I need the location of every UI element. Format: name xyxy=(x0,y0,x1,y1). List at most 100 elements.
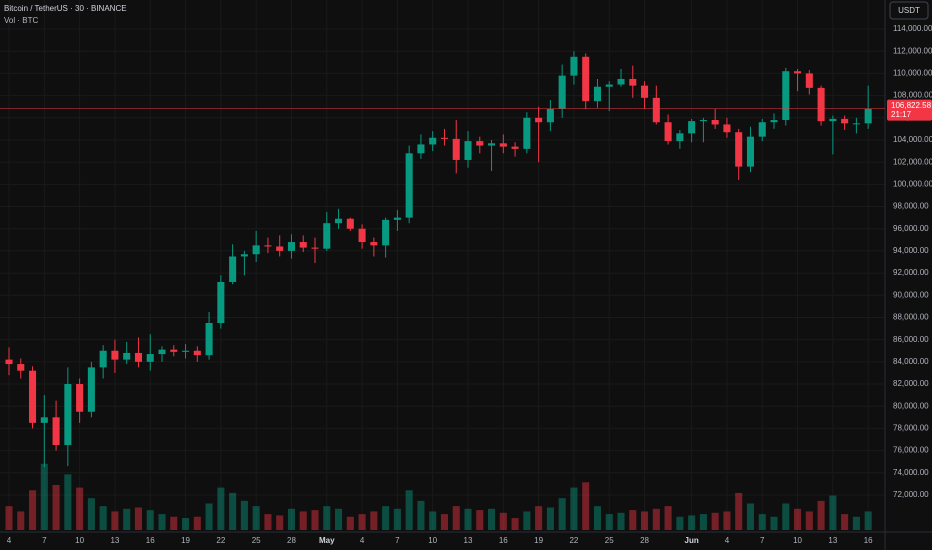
y-tick-label: 92,000.00 xyxy=(893,268,929,277)
volume-bar xyxy=(335,508,343,530)
x-tick-label: 19 xyxy=(181,536,190,545)
volume-bar xyxy=(146,510,154,530)
volume-bar xyxy=(829,495,837,530)
volume-bar xyxy=(405,490,413,530)
candle-body xyxy=(170,349,178,352)
candle-body xyxy=(17,364,25,371)
candle-body xyxy=(499,143,507,147)
candle-body xyxy=(346,218,354,229)
candle-body xyxy=(511,146,519,149)
candle-body xyxy=(276,246,284,251)
volume-bar xyxy=(123,508,131,530)
volume-bar xyxy=(40,463,48,530)
volume-bar xyxy=(476,510,484,530)
candle-body xyxy=(40,417,48,423)
y-tick-label: 76,000.00 xyxy=(893,446,929,455)
volume-bar xyxy=(323,506,331,530)
candle-body xyxy=(193,350,201,356)
volume-bar xyxy=(205,503,213,530)
volume-bar xyxy=(358,514,366,530)
volume-bar xyxy=(370,511,378,530)
x-tick-label: 16 xyxy=(499,536,508,545)
y-tick-label: 80,000.00 xyxy=(893,401,929,410)
volume-bar xyxy=(593,506,602,530)
volume-bar xyxy=(393,508,401,530)
candle-body xyxy=(417,144,425,154)
candle-body xyxy=(629,78,637,86)
x-tick-label: 7 xyxy=(395,536,400,545)
volume-bar xyxy=(711,512,719,530)
volume-bar xyxy=(158,514,166,530)
volume-bar xyxy=(17,511,25,530)
volume-bar xyxy=(287,508,295,530)
volume-bar xyxy=(29,490,37,530)
candle-body xyxy=(205,323,213,356)
candle-body xyxy=(29,370,37,423)
x-tick-label: 7 xyxy=(760,536,765,545)
axes: 72,000.00 74,000.00 76,000.00 78,000.00 80,0… xyxy=(0,24,932,545)
candle-body xyxy=(488,143,496,146)
volume-bar xyxy=(76,487,84,530)
volume-bar xyxy=(817,500,825,530)
volume-bar xyxy=(535,506,543,530)
volume-bar xyxy=(182,518,190,530)
candle-body xyxy=(429,137,437,145)
y-tick-label: 86,000.00 xyxy=(893,335,929,344)
candle-body xyxy=(382,219,390,246)
y-tick-label: 90,000.00 xyxy=(893,290,929,299)
y-tick-label: 96,000.00 xyxy=(893,224,929,233)
y-tick-label: 78,000.00 xyxy=(893,424,929,433)
x-tick-label: 13 xyxy=(464,536,473,545)
candle-body xyxy=(699,120,707,122)
x-tick-label: 16 xyxy=(864,536,873,545)
candle-body xyxy=(287,242,295,251)
candle-body xyxy=(87,367,95,412)
candle-body xyxy=(5,359,13,365)
x-tick-label: 19 xyxy=(534,536,543,545)
candle-body xyxy=(829,118,837,122)
volume-bar xyxy=(641,511,649,530)
volume-bar xyxy=(99,506,107,530)
candle-body xyxy=(134,352,142,362)
volume-bar xyxy=(735,492,743,530)
candle-body xyxy=(546,108,554,123)
volume-bar xyxy=(546,507,554,530)
candle-body xyxy=(746,136,755,167)
volume-bar xyxy=(429,511,437,530)
x-tick-label: 28 xyxy=(287,536,296,545)
currency[interactable]: USDT xyxy=(898,6,920,15)
candle-body xyxy=(76,384,84,412)
x-tick-label: 4 xyxy=(360,536,365,545)
candle-body xyxy=(852,123,860,125)
y-tick-label: 82,000.00 xyxy=(893,379,929,388)
x-tick-label: 7 xyxy=(42,536,47,545)
volume-bar xyxy=(805,511,813,530)
volume-bar xyxy=(452,506,460,530)
volume-bar xyxy=(511,518,519,530)
volume-bar xyxy=(582,482,590,530)
x-tick-label: 10 xyxy=(75,536,84,545)
volume-bar xyxy=(570,487,578,530)
y-tick-label: 84,000.00 xyxy=(893,357,929,366)
candle-body xyxy=(641,85,649,98)
volume-bar xyxy=(440,514,449,530)
y-tick-label: 98,000.00 xyxy=(893,202,929,211)
y-tick-label: 100,000.00 xyxy=(893,179,932,188)
volume-layer xyxy=(5,463,872,530)
volume-bar xyxy=(240,500,248,530)
volume-bar xyxy=(841,514,849,530)
volume-bar xyxy=(52,484,60,530)
candle-body xyxy=(652,97,660,123)
y-tick-label: 104,000.00 xyxy=(893,135,932,144)
x-tick-label: 4 xyxy=(725,536,730,545)
currency-box[interactable] xyxy=(889,1,929,20)
volume-bar xyxy=(758,514,766,530)
candle-body xyxy=(99,350,107,368)
volume-bar xyxy=(746,503,755,530)
candle-body xyxy=(111,350,119,360)
volume-bar xyxy=(664,506,672,530)
volume-bar xyxy=(864,511,872,530)
candle-body xyxy=(146,354,154,362)
volume-bar xyxy=(252,506,260,530)
